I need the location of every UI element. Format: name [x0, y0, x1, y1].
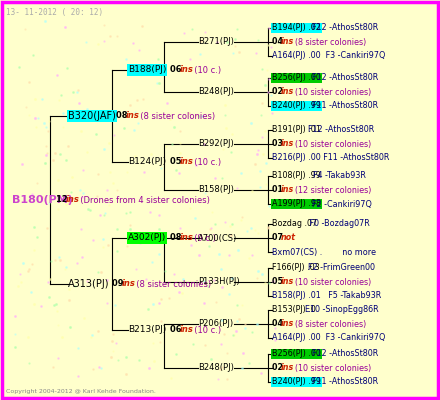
Text: P133H(PJ): P133H(PJ)	[198, 278, 240, 286]
Text: F12 -AthosSt80R: F12 -AthosSt80R	[312, 24, 378, 32]
Text: ins: ins	[121, 280, 135, 288]
Text: (8 sister colonies): (8 sister colonies)	[290, 38, 367, 46]
Text: F166(PJ) .03: F166(PJ) .03	[272, 264, 319, 272]
Text: B153(PJ) .0: B153(PJ) .0	[272, 306, 316, 314]
Text: P206(PJ): P206(PJ)	[198, 320, 233, 328]
Text: F2 -Cankiri97Q: F2 -Cankiri97Q	[312, 200, 372, 208]
Text: F11 -AthosSt80R: F11 -AthosSt80R	[312, 378, 378, 386]
Text: B188(PJ): B188(PJ)	[128, 66, 166, 74]
Text: (8 sister colonies): (8 sister colonies)	[135, 112, 215, 120]
Text: 05: 05	[170, 158, 184, 166]
Text: 06: 06	[170, 66, 184, 74]
Text: ins: ins	[180, 66, 193, 74]
Text: ins: ins	[180, 326, 193, 334]
Text: Bozdag .07: Bozdag .07	[272, 220, 317, 228]
Text: 04: 04	[272, 38, 286, 46]
Text: B271(PJ): B271(PJ)	[198, 38, 234, 46]
Text: 02: 02	[272, 88, 286, 96]
Text: B292(PJ): B292(PJ)	[198, 140, 234, 148]
Text: (10 sister colonies): (10 sister colonies)	[290, 140, 371, 148]
Text: F12 -AthosSt80R: F12 -AthosSt80R	[312, 74, 378, 82]
Text: 08: 08	[116, 112, 130, 120]
Text: B158(PJ) .01   F5 -Takab93R: B158(PJ) .01 F5 -Takab93R	[272, 292, 381, 300]
Text: A164(PJ) .00  F3 -Cankiri97Q: A164(PJ) .00 F3 -Cankiri97Q	[272, 52, 385, 60]
Text: (8 sister colonies): (8 sister colonies)	[290, 320, 367, 328]
Text: ins: ins	[281, 88, 294, 96]
Text: (9 c.): (9 c.)	[189, 234, 216, 242]
Text: (Drones from 4 sister colonies): (Drones from 4 sister colonies)	[75, 196, 209, 204]
Text: ins: ins	[66, 196, 79, 204]
Text: 05: 05	[272, 278, 286, 286]
Text: 04: 04	[272, 320, 286, 328]
Text: ins: ins	[281, 140, 294, 148]
Text: 03: 03	[272, 140, 286, 148]
Text: 12: 12	[56, 196, 71, 204]
Text: B158(PJ): B158(PJ)	[198, 186, 234, 194]
Text: B213(PJ): B213(PJ)	[128, 326, 166, 334]
Text: B191(PJ) .01: B191(PJ) .01	[272, 126, 321, 134]
Text: A164(PJ) .00  F3 -Cankiri97Q: A164(PJ) .00 F3 -Cankiri97Q	[272, 334, 385, 342]
Text: B320(JAF): B320(JAF)	[68, 111, 116, 121]
Text: ins: ins	[281, 38, 294, 46]
Text: ins: ins	[281, 320, 294, 328]
Text: Copyright 2004-2012 @ Karl Kehde Foundation.: Copyright 2004-2012 @ Karl Kehde Foundat…	[6, 389, 156, 394]
Text: 09: 09	[112, 280, 126, 288]
Text: ins: ins	[281, 364, 294, 372]
Text: A700(CS): A700(CS)	[198, 234, 237, 242]
Text: Bxm07(CS) .        no more: Bxm07(CS) . no more	[272, 248, 376, 256]
Text: not: not	[281, 234, 296, 242]
Text: F0 -Bozdag07R: F0 -Bozdag07R	[302, 220, 370, 228]
Text: (10 c.): (10 c.)	[189, 326, 221, 334]
Text: (12 sister colonies): (12 sister colonies)	[290, 186, 371, 194]
Text: B248(PJ): B248(PJ)	[198, 364, 234, 372]
Text: ins: ins	[125, 112, 139, 120]
Text: (10 c.): (10 c.)	[189, 66, 221, 74]
Text: F12 -AthosSt80R: F12 -AthosSt80R	[308, 126, 374, 134]
Text: (8 sister colonies): (8 sister colonies)	[131, 280, 211, 288]
Text: ins: ins	[180, 234, 193, 242]
Text: B248(PJ): B248(PJ)	[198, 88, 234, 96]
Text: B240(PJ) .99: B240(PJ) .99	[272, 378, 321, 386]
Text: ins: ins	[281, 186, 294, 194]
Text: (10 sister colonies): (10 sister colonies)	[290, 278, 371, 286]
Text: ins: ins	[281, 278, 294, 286]
Text: B256(PJ) .00: B256(PJ) .00	[272, 350, 321, 358]
Text: ins: ins	[180, 158, 193, 166]
Text: F2 -FrimGreen00: F2 -FrimGreen00	[308, 264, 375, 272]
Text: (10 sister colonies): (10 sister colonies)	[290, 364, 371, 372]
Text: B194(PJ) .02: B194(PJ) .02	[272, 24, 321, 32]
Text: B256(PJ) .00: B256(PJ) .00	[272, 74, 321, 82]
Text: 08: 08	[170, 234, 184, 242]
Text: 01: 01	[272, 186, 286, 194]
Text: F11 -AthosSt80R: F11 -AthosSt80R	[312, 102, 378, 110]
Text: A313(PJ): A313(PJ)	[68, 279, 110, 289]
Text: (10 c.): (10 c.)	[189, 158, 221, 166]
Text: E10 -SinopEgg86R: E10 -SinopEgg86R	[305, 306, 379, 314]
Text: A302(PJ): A302(PJ)	[128, 234, 166, 242]
Text: 06: 06	[170, 326, 184, 334]
Text: F4 -Takab93R: F4 -Takab93R	[308, 172, 366, 180]
Text: B240(PJ) .99: B240(PJ) .99	[272, 102, 321, 110]
Text: B180(PM): B180(PM)	[12, 195, 73, 205]
Text: (10 sister colonies): (10 sister colonies)	[290, 88, 371, 96]
Text: B124(PJ): B124(PJ)	[128, 158, 166, 166]
Text: B108(PJ) .99: B108(PJ) .99	[272, 172, 321, 180]
Text: A199(PJ) .98: A199(PJ) .98	[272, 200, 321, 208]
Text: B216(PJ) .00 F11 -AthosSt80R: B216(PJ) .00 F11 -AthosSt80R	[272, 154, 389, 162]
Text: F12 -AthosSt80R: F12 -AthosSt80R	[312, 350, 378, 358]
Text: 13- 11-2012 ( 20: 12): 13- 11-2012 ( 20: 12)	[6, 8, 103, 17]
Text: 02: 02	[272, 364, 286, 372]
Text: 07: 07	[272, 234, 286, 242]
